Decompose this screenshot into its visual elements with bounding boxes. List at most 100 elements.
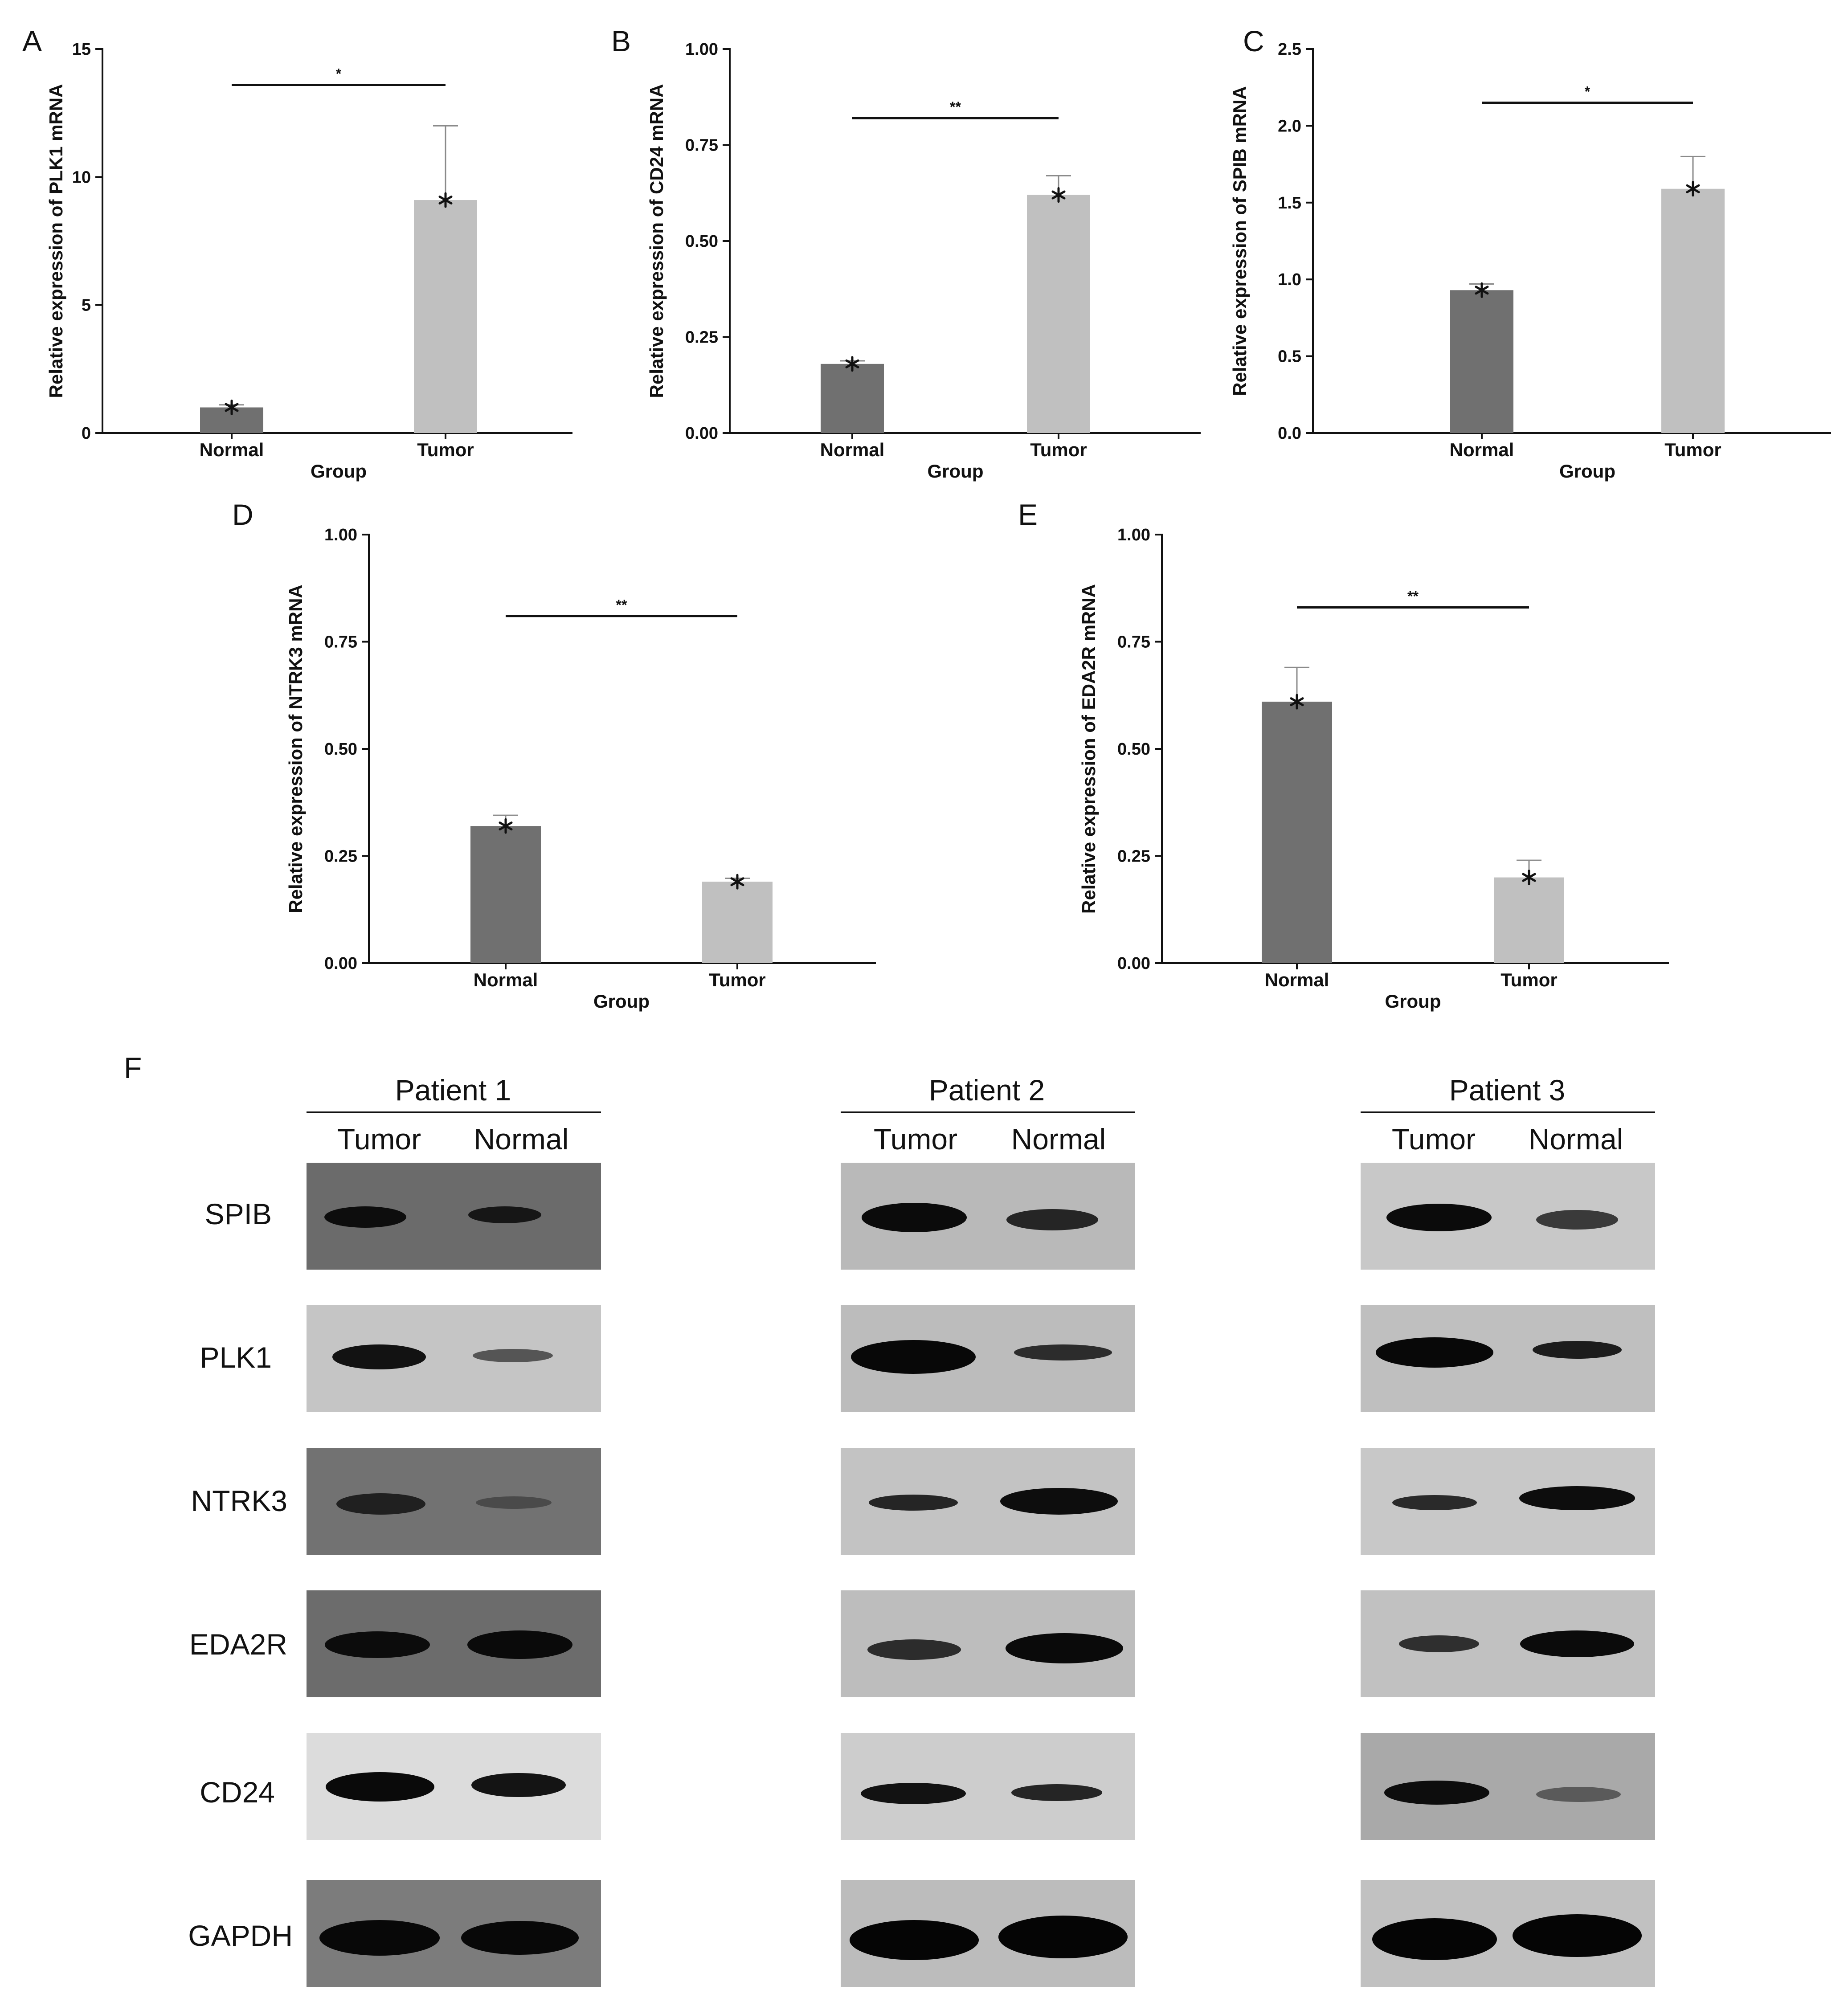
y-tick-label: 0.25 — [324, 847, 357, 866]
chart-panel-B: B 0.00 0.25 0.50 0.75 1.00 Normal Tumor Group Rel… — [611, 25, 1201, 482]
protein-label-ntrk3: NTRK3 — [191, 1484, 287, 1517]
band — [862, 1203, 967, 1232]
x-tick-label: Normal — [200, 439, 264, 460]
band — [1372, 1918, 1497, 1960]
bar-tumor — [1661, 188, 1725, 433]
x-tick-label: Tumor — [709, 969, 766, 990]
mean-marker-stroke — [225, 403, 239, 412]
panel-label: D — [232, 498, 253, 531]
band — [1386, 1204, 1492, 1231]
band — [861, 1783, 966, 1804]
significance-marker: * — [336, 65, 342, 82]
y-tick-label: 0.00 — [324, 954, 357, 973]
y-tick-label: 0.75 — [685, 136, 718, 155]
panel-label: A — [22, 25, 42, 57]
band — [336, 1493, 425, 1515]
y-tick-label: 0.25 — [1117, 847, 1150, 866]
x-axis-title: Group — [928, 461, 984, 482]
protein-label-spib: SPIB — [205, 1197, 272, 1230]
band — [468, 1206, 541, 1223]
bar-normal — [1450, 290, 1513, 433]
bar-normal — [1262, 702, 1332, 963]
band — [461, 1921, 579, 1955]
y-tick-label: 0.0 — [1278, 424, 1301, 443]
band — [1392, 1495, 1477, 1510]
y-axis-title: Relative expression of SPIB mRNA — [1229, 86, 1250, 396]
mean-marker-stroke — [438, 196, 453, 205]
y-tick-label: 10 — [72, 168, 91, 187]
band — [1006, 1209, 1098, 1230]
y-axis-title: Relative expression of EDA2R mRNA — [1078, 584, 1099, 914]
y-tick-label: 0.00 — [685, 424, 718, 443]
p3-lane-normal: Normal — [1529, 1123, 1623, 1156]
x-tick-label: Tumor — [417, 439, 474, 460]
chart-panel-D: D 0.00 0.25 0.50 0.75 1.00 Normal Tumor Group Rel… — [232, 498, 876, 1012]
protein-label-plk1: PLK1 — [200, 1341, 272, 1374]
band — [319, 1920, 440, 1956]
significance-marker: ** — [616, 597, 627, 613]
chart-panel-C: C 0.0 0.5 1.0 1.5 2.0 2.5 Normal Tumor Group Relat… — [1229, 25, 1831, 482]
chart-panel-E: E 0.00 0.25 0.50 0.75 1.00 Normal Tumor Group Rel… — [1018, 498, 1669, 1012]
y-tick-label: 0.50 — [1117, 740, 1150, 759]
band — [1384, 1781, 1489, 1805]
y-tick-label: 1.00 — [685, 40, 718, 59]
band — [1513, 1914, 1642, 1957]
mean-marker-stroke — [1290, 697, 1304, 707]
y-tick-label: 2.5 — [1278, 40, 1301, 59]
p1-lane-tumor: Tumor — [337, 1123, 421, 1156]
bar-charts: A 0 5 10 15 Normal Tumor Group Relative expressi… — [22, 25, 1831, 1012]
bar-normal — [470, 826, 541, 963]
y-tick-label: 0.75 — [1117, 633, 1150, 652]
band — [1014, 1344, 1112, 1360]
patient-2-label: Patient 2 — [929, 1074, 1045, 1107]
band — [1536, 1787, 1621, 1802]
protein-label-cd24: CD24 — [200, 1776, 275, 1809]
p2-lane-tumor: Tumor — [874, 1123, 957, 1156]
mean-marker-stroke — [499, 821, 513, 831]
y-tick-label: 0 — [82, 424, 91, 443]
patient-3-label: Patient 3 — [1449, 1074, 1566, 1107]
x-axis-title: Group — [311, 461, 367, 482]
y-tick-label: 0.50 — [685, 232, 718, 251]
bar-tumor — [1027, 195, 1090, 433]
x-tick-label: Tumor — [1500, 969, 1558, 990]
x-tick-label: Normal — [474, 969, 538, 990]
x-axis-title: Group — [593, 991, 650, 1012]
band — [851, 1340, 976, 1374]
band — [998, 1916, 1128, 1958]
patient-1-label: Patient 1 — [395, 1074, 511, 1107]
mean-marker-stroke — [1051, 190, 1066, 200]
chart-panel-A: A 0 5 10 15 Normal Tumor Group Relative expressi… — [22, 25, 572, 482]
y-tick-label: 2.0 — [1278, 117, 1301, 135]
protein-label-eda2r: EDA2R — [189, 1628, 287, 1661]
band — [1520, 1630, 1634, 1657]
y-tick-label: 5 — [82, 296, 91, 315]
x-axis-title: Group — [1559, 461, 1615, 482]
band — [867, 1639, 961, 1660]
x-tick-label: Normal — [820, 439, 885, 460]
y-tick-label: 0.75 — [324, 633, 357, 652]
y-tick-label: 0.5 — [1278, 347, 1301, 366]
y-tick-label: 1.5 — [1278, 194, 1301, 212]
panel-label: B — [611, 25, 631, 57]
band — [332, 1344, 426, 1369]
bar-normal — [821, 364, 884, 433]
bar-tumor — [702, 882, 773, 963]
band — [476, 1496, 552, 1509]
protein-label-gapdh: GAPDH — [188, 1919, 293, 1952]
band — [1399, 1635, 1479, 1652]
band — [869, 1495, 958, 1511]
x-tick-label: Tumor — [1030, 439, 1087, 460]
p2-lane-normal: Normal — [1011, 1123, 1106, 1156]
mean-marker-stroke — [845, 359, 859, 368]
band — [467, 1630, 572, 1659]
x-tick-label: Normal — [1450, 439, 1514, 460]
significance-marker: * — [1585, 84, 1590, 100]
band — [324, 1206, 406, 1228]
y-tick-label: 1.00 — [1117, 526, 1150, 544]
band — [471, 1773, 566, 1797]
y-tick-label: 0.25 — [685, 328, 718, 347]
mean-marker-stroke — [1522, 873, 1536, 882]
bar-tumor — [414, 200, 477, 433]
